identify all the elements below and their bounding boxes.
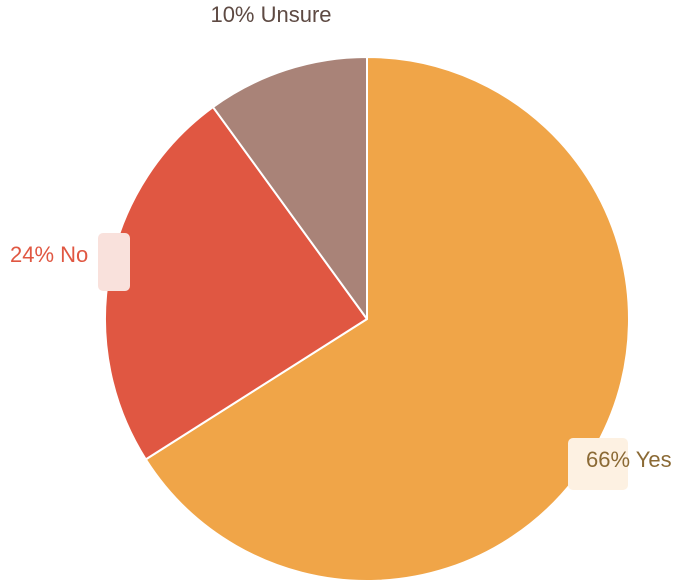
slice-label-bg-no: [98, 233, 130, 291]
slice-label-bg-yes: [568, 438, 628, 490]
labels-layer: 66% Yes 24% No 10% Unsure: [10, 2, 672, 490]
pie-slice-unsure: [212, 56, 368, 320]
slice-label-no: 24% No: [10, 242, 88, 267]
slice-label-unsure: 10% Unsure: [210, 2, 331, 27]
slices-layer: [104, 56, 630, 582]
slice-label-yes: 66% Yes: [586, 447, 672, 472]
